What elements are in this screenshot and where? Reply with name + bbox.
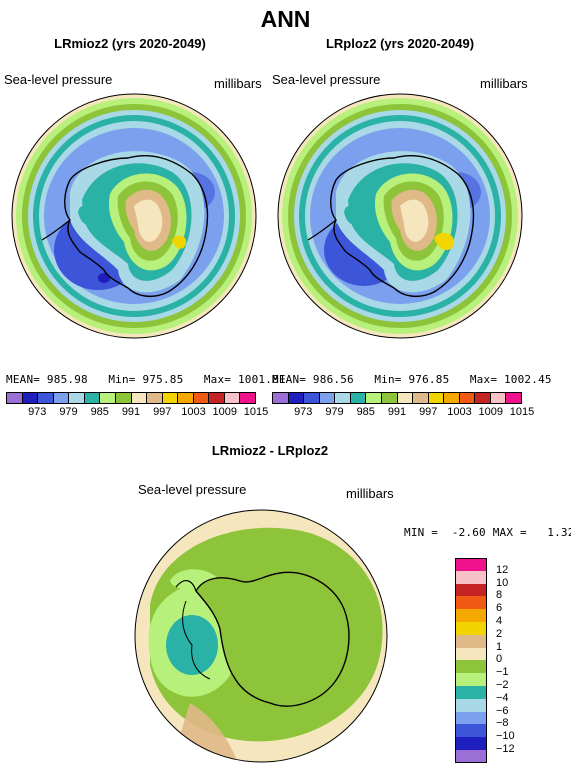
- diff-minmax: MIN = -2.60 MAX = 1.32: [404, 526, 571, 539]
- diff-colorbar-swatch: [455, 686, 487, 699]
- diff-colorbar-tick-label: 0: [496, 653, 503, 666]
- colorbar-swatch: [162, 393, 179, 403]
- left-panel-title: LRmioz2 (yrs 2020-2049): [54, 36, 206, 51]
- diff-colorbar-tick-label: 1: [496, 640, 503, 653]
- colorbar-swatch: [84, 393, 101, 403]
- colorbar-tick-label: 1009: [212, 406, 237, 418]
- diff-colorbar-swatch: [455, 634, 487, 648]
- diff-colorbar-tick-label: 2: [496, 627, 503, 640]
- figure-title: ANN: [260, 6, 311, 32]
- diff-colorbar-tick-label: 6: [496, 602, 503, 615]
- colorbar-swatch: [193, 393, 210, 403]
- right-stats: MEAN= 986.56 Min= 976.85 Max= 1002.45: [272, 373, 552, 386]
- diff-colorbar-tick-label: −6: [496, 704, 509, 717]
- colorbar-tick-label: 991: [121, 406, 141, 418]
- left-variable-label: Sea-level pressure: [4, 72, 113, 87]
- colorbar-swatch: [413, 393, 429, 403]
- right-colorbar: [272, 392, 522, 404]
- colorbar-tick-label: 1015: [243, 406, 269, 418]
- colorbar-swatch: [131, 393, 148, 403]
- right-panel-title: LRploz2 (yrs 2020-2049): [325, 36, 475, 51]
- colorbar-swatch: [38, 393, 54, 403]
- diff-colorbar-swatch: [455, 737, 487, 750]
- colorbar-swatch: [288, 393, 305, 403]
- left-colorbar: [6, 392, 256, 404]
- left-polar-map: [11, 93, 257, 339]
- diff-colorbar-swatch: [455, 647, 487, 661]
- colorbar-swatch: [53, 393, 70, 403]
- colorbar-swatch: [100, 393, 116, 403]
- colorbar-swatch: [22, 393, 39, 403]
- diff-colorbar-swatch: [455, 622, 487, 635]
- diff-colorbar-tick-label: 4: [496, 615, 503, 627]
- diff-colorbar-swatch: [455, 609, 487, 622]
- colorbar-tick-label: 973: [294, 406, 313, 418]
- left-stats: MEAN= 985.98 Min= 975.85 Max= 1001.81: [6, 373, 286, 386]
- diff-units-label: millibars: [346, 486, 394, 501]
- colorbar-swatch: [273, 393, 289, 403]
- left-units-label: millibars: [214, 76, 262, 91]
- colorbar-swatch: [428, 393, 445, 403]
- colorbar-swatch: [490, 393, 507, 403]
- colorbar-swatch: [397, 393, 414, 403]
- diff-colorbar-swatch: [455, 698, 487, 712]
- colorbar-swatch: [319, 393, 336, 403]
- colorbar-swatch: [240, 393, 255, 403]
- diff-panel-title: LRmioz2 - LRploz2: [211, 443, 329, 458]
- colorbar-tick-label: 1003: [181, 406, 206, 418]
- colorbar-tick-label: 1009: [478, 406, 503, 418]
- right-variable-label: Sea-level pressure: [272, 72, 381, 87]
- colorbar-tick-label: 1003: [447, 406, 472, 418]
- diff-colorbar-swatch: [455, 724, 487, 738]
- diff-colorbar-tick-label: −1: [496, 666, 509, 679]
- colorbar-swatch: [350, 393, 367, 403]
- colorbar-tick-label: 1015: [509, 406, 535, 418]
- colorbar-swatch: [69, 393, 85, 403]
- diff-colorbar-swatch: [455, 558, 487, 571]
- colorbar-swatch: [115, 393, 132, 403]
- colorbar-swatch: [366, 393, 382, 403]
- colorbar-swatch: [209, 393, 225, 403]
- diff-colorbar-swatch: [455, 596, 487, 610]
- diff-colorbar-tick-label: 12: [496, 563, 509, 576]
- colorbar-swatch: [304, 393, 320, 403]
- diff-colorbar-tick-label: −8: [496, 717, 509, 730]
- diff-colorbar-swatch: [455, 750, 487, 763]
- diff-polar-map: [134, 509, 388, 763]
- diff-colorbar-swatch: [455, 711, 487, 725]
- diff-colorbar-tick-label: −4: [496, 691, 509, 704]
- colorbar-tick-label: 979: [325, 406, 344, 418]
- right-colorbar-labels: 973 979 985 991 997 1003 1009 1015: [272, 406, 534, 420]
- colorbar-tick-label: 973: [28, 406, 47, 418]
- diff-colorbar-tick-label: −10: [496, 730, 515, 743]
- colorbar-swatch: [224, 393, 241, 403]
- colorbar-swatch: [381, 393, 398, 403]
- diff-colorbar-swatch: [455, 583, 487, 597]
- colorbar-swatch: [7, 393, 23, 403]
- colorbar-swatch: [475, 393, 491, 403]
- colorbar-swatch: [178, 393, 194, 403]
- diff-colorbar-swatch: [455, 673, 487, 686]
- colorbar-swatch: [459, 393, 476, 403]
- right-units-label: millibars: [480, 76, 528, 91]
- diff-colorbar-swatch: [455, 660, 487, 674]
- colorbar-tick-label: 997: [419, 406, 438, 418]
- colorbar-swatch: [506, 393, 521, 403]
- colorbar-tick-label: 979: [59, 406, 78, 418]
- colorbar-tick-label: 985: [356, 406, 375, 418]
- colorbar-tick-label: 991: [387, 406, 407, 418]
- left-colorbar-labels: 973 979 985 991 997 1003 1009 1015: [6, 406, 268, 420]
- diff-colorbar-tick-label: −2: [496, 679, 509, 691]
- diff-variable-label: Sea-level pressure: [138, 482, 247, 497]
- diff-colorbar-tick-label: 8: [496, 589, 503, 602]
- diff-colorbar-tick-label: 10: [496, 576, 509, 589]
- diff-colorbar-tick-label: −12: [496, 743, 515, 755]
- diff-colorbar-swatch: [455, 570, 487, 584]
- colorbar-swatch: [335, 393, 351, 403]
- right-polar-map: [277, 93, 523, 339]
- colorbar-tick-label: 985: [90, 406, 109, 418]
- colorbar-swatch: [444, 393, 460, 403]
- colorbar-tick-label: 997: [153, 406, 172, 418]
- colorbar-swatch: [147, 393, 163, 403]
